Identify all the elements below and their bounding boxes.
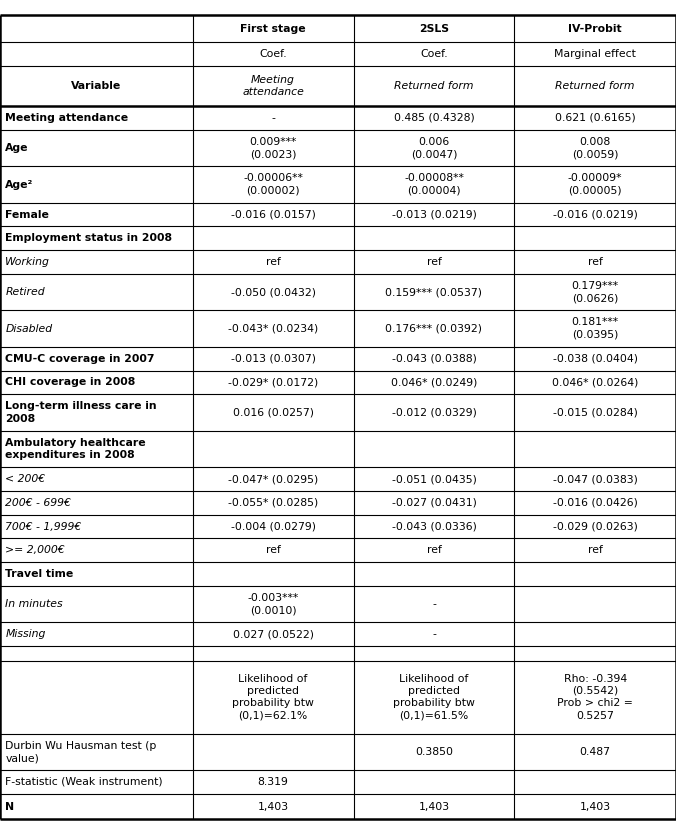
- Text: < 200€: < 200€: [5, 474, 45, 484]
- Text: Returned form: Returned form: [556, 81, 635, 91]
- Text: -0.050 (0.0432): -0.050 (0.0432): [231, 287, 316, 297]
- Text: Likelihood of
predicted
probability btw
(0,1)=61.5%: Likelihood of predicted probability btw …: [393, 673, 475, 721]
- Text: 0.016 (0.0257): 0.016 (0.0257): [233, 407, 314, 418]
- Text: -0.027 (0.0431): -0.027 (0.0431): [391, 498, 477, 508]
- Text: 0.006
(0.0047): 0.006 (0.0047): [411, 137, 457, 159]
- Text: -0.012 (0.0329): -0.012 (0.0329): [391, 407, 477, 418]
- Text: 0.008
(0.0059): 0.008 (0.0059): [572, 137, 619, 159]
- Text: Likelihood of
predicted
probability btw
(0,1)=62.1%: Likelihood of predicted probability btw …: [232, 673, 314, 721]
- Text: -0.003***
(0.0010): -0.003*** (0.0010): [247, 593, 299, 615]
- Text: ref: ref: [587, 257, 603, 267]
- Text: 1,403: 1,403: [258, 801, 289, 812]
- Text: -0.055* (0.0285): -0.055* (0.0285): [228, 498, 318, 508]
- Text: 1,403: 1,403: [579, 801, 611, 812]
- Text: Coef.: Coef.: [420, 49, 448, 59]
- Text: Retired: Retired: [5, 287, 45, 297]
- Text: 8.319: 8.319: [258, 777, 289, 787]
- Text: 0.046* (0.0264): 0.046* (0.0264): [552, 377, 638, 387]
- Text: Coef.: Coef.: [260, 49, 287, 59]
- Text: 0.159*** (0.0537): 0.159*** (0.0537): [385, 287, 483, 297]
- Text: 0.046* (0.0249): 0.046* (0.0249): [391, 377, 477, 387]
- Text: 0.009***
(0.0023): 0.009*** (0.0023): [249, 137, 297, 159]
- Text: ref: ref: [266, 545, 281, 555]
- Text: -0.051 (0.0435): -0.051 (0.0435): [391, 474, 477, 484]
- Text: 700€ - 1,999€: 700€ - 1,999€: [5, 521, 82, 532]
- Text: -0.015 (0.0284): -0.015 (0.0284): [553, 407, 637, 418]
- Text: -0.043 (0.0336): -0.043 (0.0336): [391, 521, 477, 532]
- Text: 0.3850: 0.3850: [415, 747, 453, 757]
- Text: -0.029* (0.0172): -0.029* (0.0172): [228, 377, 318, 387]
- Text: 0.027 (0.0522): 0.027 (0.0522): [233, 629, 314, 639]
- Text: Rho: -0.394
(0.5542)
Prob > chi2 =
0.5257: Rho: -0.394 (0.5542) Prob > chi2 = 0.525…: [557, 673, 633, 721]
- Text: N: N: [5, 801, 14, 812]
- Text: Age²: Age²: [5, 179, 34, 189]
- Text: Missing: Missing: [5, 629, 46, 639]
- Text: 0.176*** (0.0392): 0.176*** (0.0392): [385, 324, 483, 334]
- Text: 0.181***
(0.0395): 0.181*** (0.0395): [572, 317, 619, 339]
- Text: Variable: Variable: [71, 81, 122, 91]
- Text: Travel time: Travel time: [5, 569, 74, 579]
- Text: -: -: [271, 113, 275, 123]
- Text: Working: Working: [5, 257, 50, 267]
- Text: 0.621 (0.6165): 0.621 (0.6165): [555, 113, 635, 123]
- Text: Marginal effect: Marginal effect: [554, 49, 636, 59]
- Text: Returned form: Returned form: [394, 81, 474, 91]
- Text: -0.00006**
(0.00002): -0.00006** (0.00002): [243, 173, 303, 196]
- Text: -0.047 (0.0383): -0.047 (0.0383): [553, 474, 637, 484]
- Text: -0.00009*
(0.00005): -0.00009* (0.00005): [568, 173, 623, 196]
- Text: -0.038 (0.0404): -0.038 (0.0404): [553, 354, 637, 363]
- Text: ref: ref: [266, 257, 281, 267]
- Text: ref: ref: [427, 257, 441, 267]
- Text: First stage: First stage: [240, 24, 306, 34]
- Text: -0.00008**
(0.00004): -0.00008** (0.00004): [404, 173, 464, 196]
- Text: 0.485 (0.4328): 0.485 (0.4328): [393, 113, 475, 123]
- Text: Meeting
attendance: Meeting attendance: [242, 75, 304, 97]
- Text: 0.487: 0.487: [580, 747, 610, 757]
- Text: -0.029 (0.0263): -0.029 (0.0263): [553, 521, 637, 532]
- Text: -0.043 (0.0388): -0.043 (0.0388): [391, 354, 477, 363]
- Text: 200€ - 699€: 200€ - 699€: [5, 498, 71, 508]
- Text: In minutes: In minutes: [5, 599, 63, 609]
- Text: Meeting attendance: Meeting attendance: [5, 113, 128, 123]
- Text: Disabled: Disabled: [5, 324, 53, 334]
- Text: CHI coverage in 2008: CHI coverage in 2008: [5, 377, 136, 387]
- Text: Female: Female: [5, 210, 49, 220]
- Text: F-statistic (Weak instrument): F-statistic (Weak instrument): [5, 777, 163, 787]
- Text: -: -: [432, 629, 436, 639]
- Text: CMU-C coverage in 2007: CMU-C coverage in 2007: [5, 354, 155, 363]
- Text: ref: ref: [427, 545, 441, 555]
- Text: 2SLS: 2SLS: [419, 24, 449, 34]
- Text: -: -: [432, 599, 436, 609]
- Text: IV-Probit: IV-Probit: [569, 24, 622, 34]
- Text: Employment status in 2008: Employment status in 2008: [5, 234, 172, 244]
- Text: Long-term illness care in
2008: Long-term illness care in 2008: [5, 401, 157, 424]
- Text: ref: ref: [587, 545, 603, 555]
- Text: -0.013 (0.0307): -0.013 (0.0307): [231, 354, 316, 363]
- Text: Durbin Wu Hausman test (p
value): Durbin Wu Hausman test (p value): [5, 741, 157, 763]
- Text: Age: Age: [5, 143, 29, 153]
- Text: -0.043* (0.0234): -0.043* (0.0234): [228, 324, 318, 334]
- Text: -0.016 (0.0426): -0.016 (0.0426): [553, 498, 637, 508]
- Text: >= 2,000€: >= 2,000€: [5, 545, 65, 555]
- Text: 0.179***
(0.0626): 0.179*** (0.0626): [572, 281, 619, 303]
- Text: -0.016 (0.0157): -0.016 (0.0157): [231, 210, 316, 220]
- Text: -0.016 (0.0219): -0.016 (0.0219): [553, 210, 637, 220]
- Text: 1,403: 1,403: [418, 801, 450, 812]
- Text: -0.047* (0.0295): -0.047* (0.0295): [228, 474, 318, 484]
- Text: -0.004 (0.0279): -0.004 (0.0279): [231, 521, 316, 532]
- Text: -0.013 (0.0219): -0.013 (0.0219): [391, 210, 477, 220]
- Text: Ambulatory healthcare
expenditures in 2008: Ambulatory healthcare expenditures in 20…: [5, 438, 146, 460]
